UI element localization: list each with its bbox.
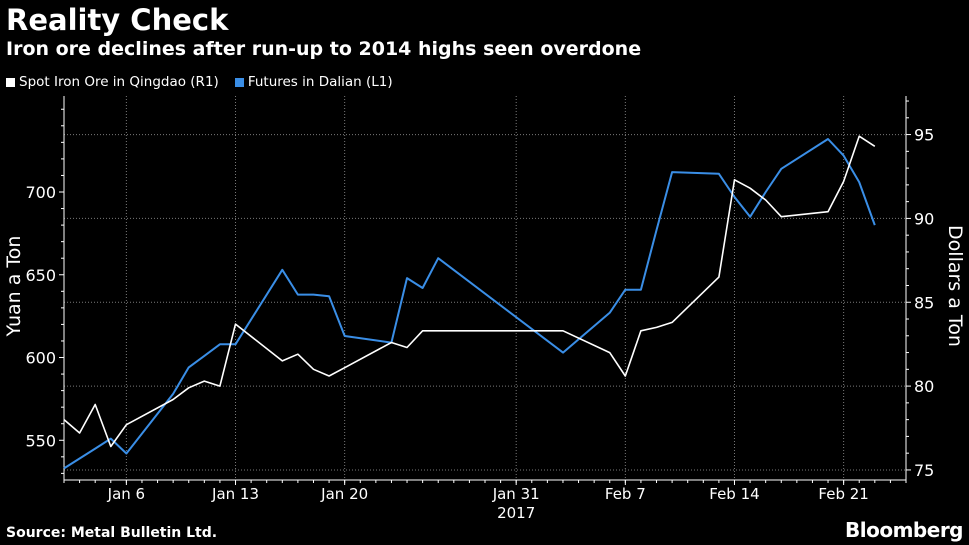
legend-label-futures: Futures in Dalian (L1) bbox=[247, 74, 393, 90]
grid bbox=[64, 96, 906, 480]
left-axis-label: Yuan a Ton bbox=[3, 236, 25, 338]
legend-label-spot: Spot Iron Ore in Qingdao (R1) bbox=[19, 74, 219, 90]
legend-swatch-futures bbox=[234, 77, 244, 87]
legend: Spot Iron Ore in Qingdao (R1) Futures in… bbox=[6, 72, 409, 92]
bloomberg-logo: Bloomberg bbox=[845, 518, 963, 542]
x-tick-label: Jan 31 bbox=[492, 485, 540, 503]
axes: 550 600 650 700 75 80 85 90 95 Jan 6 Jan 13 Jan 20 J… bbox=[25, 96, 934, 503]
legend-item-futures: Futures in Dalian (L1) bbox=[234, 74, 393, 90]
x-tick-label: Jan 20 bbox=[320, 485, 368, 503]
right-axis-label: Dollars a Ton bbox=[944, 225, 966, 347]
source-note: Source: Metal Bulletin Ltd. bbox=[6, 525, 218, 541]
x-tick-label: Jan 13 bbox=[211, 485, 259, 503]
left-tick-label: 700 bbox=[25, 183, 56, 202]
x-tick-label: Jan 6 bbox=[107, 485, 145, 503]
x-axis-year-label: 2017 bbox=[497, 504, 535, 522]
series-layer bbox=[63, 135, 876, 470]
x-tick-label: Feb 21 bbox=[818, 485, 868, 503]
left-tick-label: 600 bbox=[25, 349, 56, 368]
x-tick-label: Feb 14 bbox=[709, 485, 759, 503]
series-line-spot bbox=[63, 135, 876, 448]
chart-subtitle: Iron ore declines after run-up to 2014 h… bbox=[6, 38, 642, 60]
right-tick-label: 75 bbox=[914, 461, 934, 480]
left-tick-label: 550 bbox=[25, 431, 56, 450]
right-tick-label: 95 bbox=[914, 126, 934, 145]
legend-item-spot: Spot Iron Ore in Qingdao (R1) bbox=[6, 74, 219, 90]
right-tick-label: 90 bbox=[914, 209, 934, 228]
right-tick-label: 85 bbox=[914, 293, 934, 312]
series-line-futures bbox=[63, 138, 876, 470]
x-tick-label: Feb 7 bbox=[605, 485, 646, 503]
legend-swatch-spot bbox=[6, 77, 15, 87]
chart-title: Reality Check bbox=[6, 3, 229, 37]
left-tick-label: 650 bbox=[25, 266, 56, 285]
right-tick-label: 80 bbox=[914, 377, 934, 396]
